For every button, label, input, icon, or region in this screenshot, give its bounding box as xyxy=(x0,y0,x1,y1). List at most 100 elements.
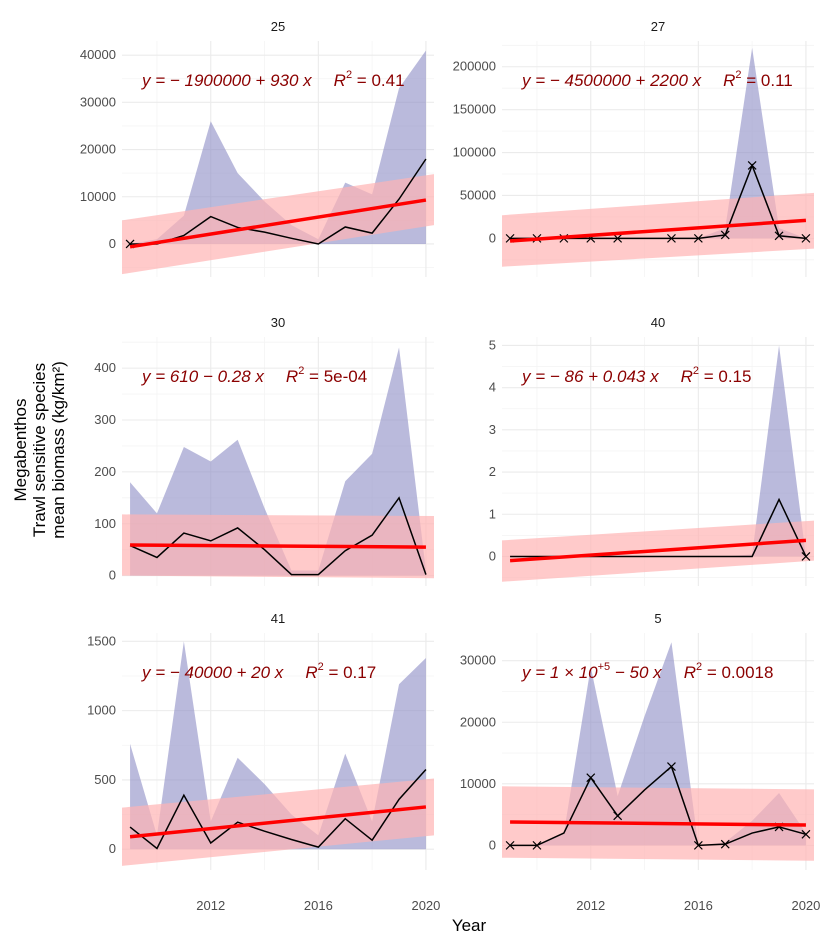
panel-41: 0 500 1000 1500 2012 2016 2020 41 y = − 40000 + … xyxy=(87,611,440,913)
y-tick-label: 20000 xyxy=(80,142,116,157)
panel-title: 30 xyxy=(271,315,285,330)
r-squared-symbol: R xyxy=(684,663,696,682)
y-tick-label: 40000 xyxy=(80,47,116,62)
fit-line xyxy=(509,218,807,243)
point-marker xyxy=(801,829,811,839)
panel-title: 41 xyxy=(271,611,285,626)
regression-equation: y = − 86 + 0.043 x R2 = 0.15 xyxy=(521,365,751,386)
point-marker xyxy=(667,233,676,243)
point-marker-stroke xyxy=(774,231,784,241)
y-axis-title: Megabenthos Trawl sensitive species mean… xyxy=(11,361,68,539)
equation-text: y = 1 × 10 xyxy=(521,663,598,682)
r-squared-symbol: R xyxy=(305,663,317,682)
point-marker xyxy=(613,811,623,821)
y-tick-label: 0 xyxy=(489,548,496,563)
fit-line xyxy=(130,543,426,549)
panel-30: 0 100 200 300 400 30 y = 610 − 0.28 x R2 = 5e-0… xyxy=(94,315,434,586)
y-tick-label: 5 xyxy=(489,337,496,352)
point-marker xyxy=(801,233,811,243)
y-tick-label: 300 xyxy=(94,412,116,427)
y-tick-label: 1 xyxy=(489,506,496,521)
equation-exponent: +5 xyxy=(598,661,611,673)
y-tick-label: 10000 xyxy=(80,189,116,204)
regression-equation: y = 610 − 0.28 x R2 = 5e-04 xyxy=(141,365,367,386)
point-marker-stroke xyxy=(693,840,703,850)
x-tick-label: 2012 xyxy=(576,898,605,913)
equation-text: − 50 x xyxy=(610,663,662,682)
regression-equation: y = − 4500000 + 2200 x R2 = 0.11 xyxy=(521,69,793,90)
y-tick-label: 0 xyxy=(489,837,496,852)
y-tick-label: 100000 xyxy=(453,145,496,160)
point-marker xyxy=(747,161,757,170)
r-squared-exponent: 2 xyxy=(696,661,702,673)
point-marker-stroke xyxy=(801,829,811,839)
y-axis-title-line-3: mean biomass (kg/km²) xyxy=(49,361,68,539)
r-squared-value: = 0.11 xyxy=(742,71,793,90)
r-squared-symbol: R xyxy=(334,71,346,90)
r-squared-value: = 0.41 xyxy=(352,71,404,90)
point-marker xyxy=(720,230,730,240)
point-marker-stroke xyxy=(720,230,730,240)
equation-text: y = − 4500000 + 2200 x xyxy=(521,71,702,90)
fit-line xyxy=(510,820,806,827)
y-tick-label: 20000 xyxy=(460,714,496,729)
y-tick-label: 2 xyxy=(489,464,496,479)
point-marker xyxy=(586,773,596,783)
regression-equation: y = − 40000 + 20 x R2 = 0.17 xyxy=(141,661,376,682)
x-tick-label: 2020 xyxy=(791,898,820,913)
x-tick-label: 2012 xyxy=(196,898,225,913)
panel-title: 5 xyxy=(654,611,661,626)
point-marker xyxy=(720,839,730,849)
point-marker xyxy=(693,233,703,243)
r-squared-exponent: 2 xyxy=(693,365,699,377)
mean-line xyxy=(510,765,807,847)
y-tick-label: 4 xyxy=(489,380,496,395)
panel-title: 25 xyxy=(271,19,285,34)
point-marker-stroke xyxy=(613,811,623,821)
y-tick-label: 0 xyxy=(489,230,496,245)
y-tick-label: 1000 xyxy=(87,703,116,718)
point-marker xyxy=(505,840,515,850)
panel-25: 0 10000 20000 30000 40000 25 y = − 1900000 + 9… xyxy=(80,19,434,277)
r-squared-symbol: R xyxy=(286,367,298,386)
equation-text: y = − 40000 + 20 x xyxy=(141,663,284,682)
panel-title: 40 xyxy=(651,315,665,330)
y-tick-label: 200 xyxy=(94,464,116,479)
x-tick-label: 2016 xyxy=(304,898,333,913)
mean-line xyxy=(129,769,427,850)
y-axis-title-line-1: Megabenthos xyxy=(11,398,30,501)
x-axis-title: Year xyxy=(452,916,487,935)
point-marker-stroke xyxy=(125,239,135,249)
y-tick-label: 0 xyxy=(109,236,116,251)
mean-line xyxy=(130,158,427,245)
panel-27: 0 50000 100000 150000 200000 27 y = − 4500000 … xyxy=(453,19,814,277)
point-marker-stroke xyxy=(801,552,811,561)
panel-title: 27 xyxy=(651,19,665,34)
point-marker-stroke xyxy=(586,773,596,783)
regression-equation: y = 1 × 10+5 − 50 x R2 = 0.0018 xyxy=(521,661,773,682)
y-tick-label: 1500 xyxy=(87,633,116,648)
y-axis-title-line-2: Trawl sensitive species xyxy=(30,363,49,537)
regression-equation: y = − 1900000 + 930 x R2 = 0.41 xyxy=(141,69,405,90)
point-marker-stroke xyxy=(505,840,515,850)
panel-5: 0 10000 20000 30000 2012 2016 2020 5 y = 1 × 10+… xyxy=(460,611,821,913)
y-tick-label: 50000 xyxy=(460,187,496,202)
r-squared-value: = 5e-04 xyxy=(304,367,367,386)
r-squared-value: = 0.15 xyxy=(699,367,751,386)
r-squared-exponent: 2 xyxy=(735,69,741,81)
point-marker xyxy=(532,840,542,850)
r-squared-value: = 0.0018 xyxy=(702,663,773,682)
point-marker xyxy=(774,231,784,241)
point-marker-stroke xyxy=(801,233,811,243)
point-marker xyxy=(613,233,623,243)
r-squared-exponent: 2 xyxy=(346,69,352,81)
r-squared-exponent: 2 xyxy=(318,661,324,673)
mean-line xyxy=(129,496,427,576)
point-marker-stroke xyxy=(505,233,515,243)
point-marker-stroke xyxy=(667,762,676,772)
r-squared-value: = 0.17 xyxy=(324,663,376,682)
point-marker-stroke xyxy=(532,840,542,850)
point-marker-stroke xyxy=(720,839,730,849)
